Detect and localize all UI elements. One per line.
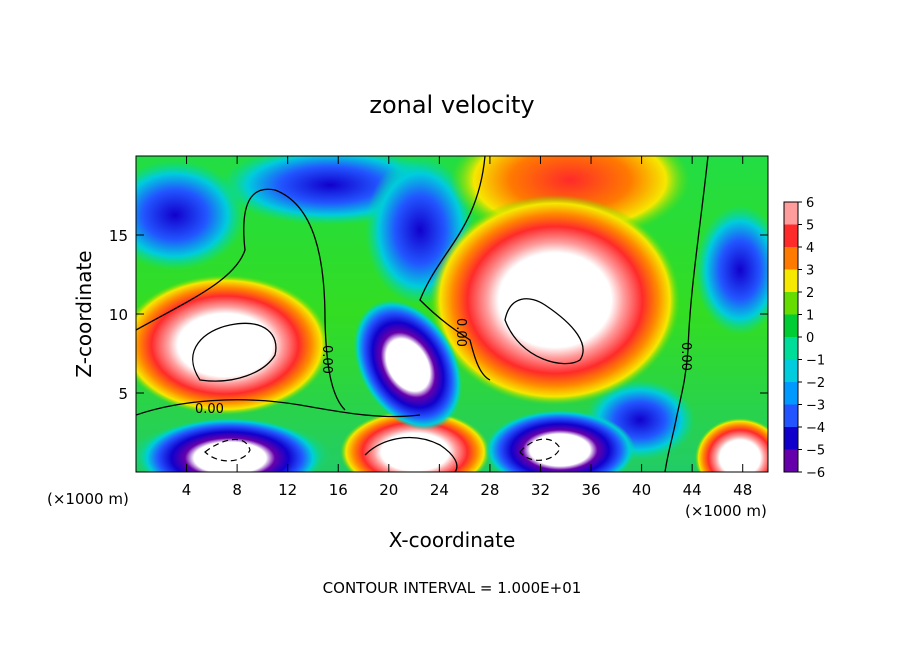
colorbar-label: −4 bbox=[806, 421, 825, 436]
contour-labels: 0.00 0.00 0.00 0.00 bbox=[195, 318, 693, 417]
x-tick-label: 48 bbox=[733, 481, 752, 499]
contour-label: 0.00 bbox=[453, 318, 468, 347]
colorbar-label: 2 bbox=[806, 286, 814, 301]
x-tick-label: 44 bbox=[683, 481, 702, 499]
colorbar-label: −1 bbox=[806, 354, 825, 369]
x-tick-label: 28 bbox=[480, 481, 499, 499]
colorbar-swatch bbox=[784, 382, 798, 405]
colorbar-swatch bbox=[784, 224, 798, 248]
colorbar-swatch bbox=[784, 269, 798, 293]
colorbar-label: 4 bbox=[806, 241, 814, 256]
x-tick-label: 32 bbox=[531, 481, 550, 499]
x-tick-label: 8 bbox=[232, 481, 242, 499]
colorbar-label: −3 bbox=[806, 399, 825, 414]
x-tick-label: 16 bbox=[329, 481, 348, 499]
colorbar-swatch bbox=[784, 359, 798, 383]
colorbar-swatch bbox=[784, 337, 798, 360]
x-axis: 4 8 12 16 20 24 28 32 36 40 44 48 bbox=[182, 156, 752, 499]
y-tick-label: 10 bbox=[109, 306, 128, 324]
heatmap-field bbox=[136, 156, 768, 472]
colorbar-label: 1 bbox=[806, 309, 814, 324]
x-tick-label: 40 bbox=[632, 481, 651, 499]
x-unit-right: (×1000 m) bbox=[685, 502, 767, 520]
colorbar-swatch bbox=[784, 247, 798, 270]
colorbar-swatch bbox=[784, 449, 798, 473]
x-tick-label: 4 bbox=[182, 481, 192, 499]
y-tick-label: 15 bbox=[109, 227, 128, 245]
colorbar-label: 3 bbox=[806, 264, 814, 279]
y-axis: 5 10 15 bbox=[109, 227, 768, 403]
chart-title: zonal velocity bbox=[369, 91, 534, 119]
x-tick-label: 36 bbox=[581, 481, 600, 499]
x-unit-left: (×1000 m) bbox=[47, 490, 129, 508]
contour-label: 0.00 bbox=[195, 402, 224, 417]
x-axis-label: X-coordinate bbox=[389, 528, 516, 552]
x-tick-label: 12 bbox=[278, 481, 297, 499]
colorbar-swatch bbox=[784, 292, 798, 315]
y-axis-label: Z-coordinate bbox=[72, 250, 96, 377]
colorbar-label: 0 bbox=[806, 331, 814, 346]
colorbar-label: −5 bbox=[806, 444, 825, 459]
colorbar-swatch bbox=[784, 202, 798, 225]
colorbar-swatch bbox=[784, 404, 798, 428]
y-tick-label: 5 bbox=[118, 385, 128, 403]
colorbar-swatch bbox=[784, 427, 798, 450]
colorbar-label: −6 bbox=[806, 466, 825, 481]
footer-note: CONTOUR INTERVAL = 1.000E+01 bbox=[323, 579, 582, 597]
colorbar-label: −2 bbox=[806, 376, 825, 391]
colorbar-label: 6 bbox=[806, 196, 814, 211]
x-tick-label: 24 bbox=[430, 481, 449, 499]
colorbar-label: 5 bbox=[806, 219, 814, 234]
colorbar-swatch bbox=[784, 314, 798, 338]
contour-label: 0.00 bbox=[319, 345, 334, 374]
colorbar: 6 5 4 3 2 1 0 −1 −2 −3 −4 −5 −6 bbox=[783, 196, 825, 481]
x-tick-label: 20 bbox=[379, 481, 398, 499]
contour-label: 0.00 bbox=[678, 342, 693, 371]
